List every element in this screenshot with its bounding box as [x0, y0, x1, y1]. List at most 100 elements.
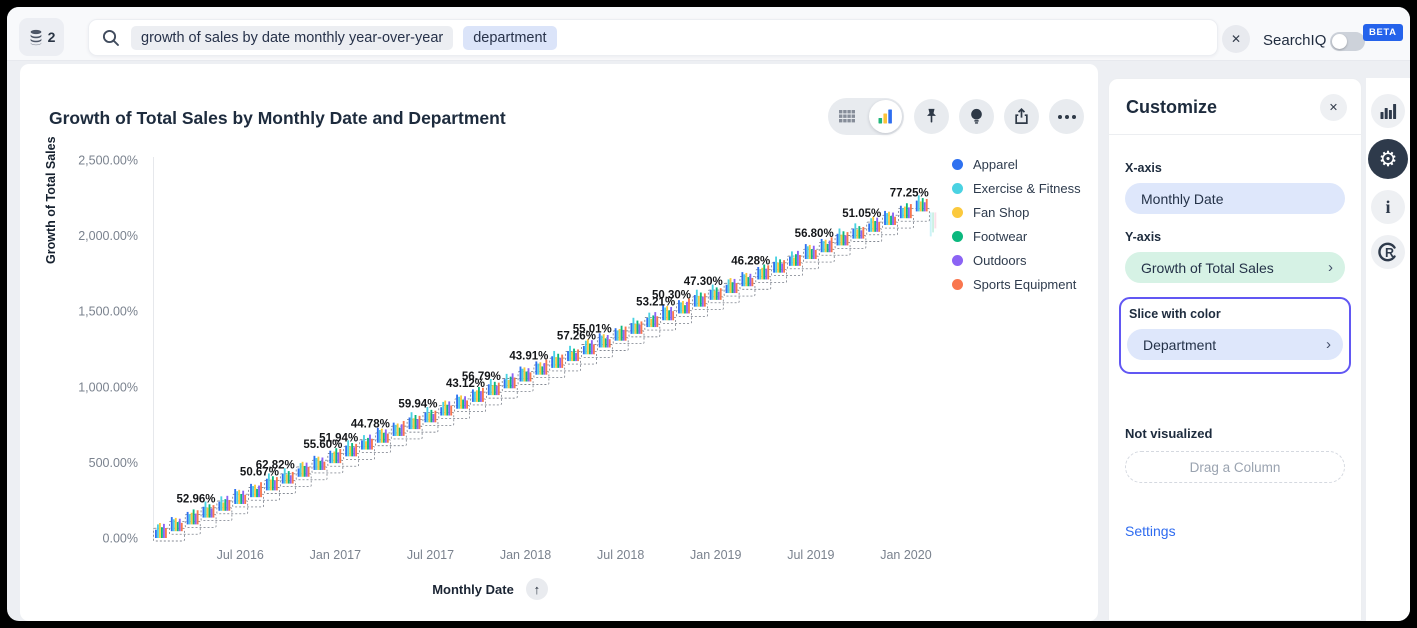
legend-label: Apparel — [973, 157, 1018, 172]
chart-config-button[interactable] — [1371, 94, 1405, 128]
legend-dot — [952, 255, 963, 266]
searchiq-label: SearchIQ — [1263, 32, 1327, 49]
chart-view-icon — [878, 109, 892, 124]
svg-text:44.78%: 44.78% — [351, 419, 390, 431]
legend-dot — [952, 231, 963, 242]
legend-item[interactable]: Fan Shop — [952, 205, 1081, 220]
toggle-knob — [1332, 34, 1347, 49]
search-input[interactable]: growth of sales by date monthly year-ove… — [88, 19, 1218, 56]
pin-button[interactable] — [914, 99, 949, 134]
more-options-button[interactable] — [1049, 99, 1084, 134]
chart-title: Growth of Total Sales by Monthly Date an… — [49, 108, 506, 128]
slice-field-label: Slice with color — [1129, 307, 1221, 321]
legend-dot — [952, 279, 963, 290]
customize-panel: Customize ✕ X-axis Monthly Date Y-axis G… — [1108, 78, 1362, 621]
pin-icon — [927, 108, 936, 123]
svg-text:57.26%: 57.26% — [557, 330, 596, 342]
insights-button[interactable] — [959, 99, 994, 134]
svg-text:2,000.00%: 2,000.00% — [78, 229, 138, 243]
svg-text:500.00%: 500.00% — [89, 456, 138, 470]
svg-text:Jan 2018: Jan 2018 — [500, 548, 551, 562]
right-icon-rail: ⚙ i R — [1366, 78, 1410, 621]
svg-text:Jan 2017: Jan 2017 — [310, 548, 361, 562]
legend-item[interactable]: Apparel — [952, 157, 1081, 172]
x-axis-field-label: X-axis — [1125, 161, 1162, 175]
svg-text:52.96%: 52.96% — [177, 494, 216, 506]
x-axis-pill[interactable]: Monthly Date — [1125, 183, 1345, 214]
sort-ascending-button[interactable]: ↑ — [525, 578, 548, 600]
customize-header: Customize ✕ — [1109, 79, 1361, 135]
legend-item[interactable]: Sports Equipment — [952, 277, 1081, 292]
svg-text:56.80%: 56.80% — [795, 228, 834, 240]
search-token-department[interactable]: department — [463, 25, 557, 50]
svg-text:77.25%: 77.25% — [890, 187, 929, 199]
legend-label: Exercise & Fitness — [973, 181, 1081, 196]
table-view-icon — [838, 110, 855, 123]
dropzone-text: Drag a Column — [1189, 459, 1281, 475]
y-axis-field-label: Y-axis — [1125, 230, 1162, 244]
growth-bar-chart[interactable]: 0.00% 500.00% 1,000.00% 1,500.00% 2,000.00% 2… — [20, 147, 1098, 577]
app-screen: 2 growth of sales by date monthly year-o… — [7, 7, 1410, 621]
svg-text:51.94%: 51.94% — [319, 432, 358, 444]
customize-settings-button[interactable]: ⚙ — [1368, 139, 1408, 179]
search-token-query[interactable]: growth of sales by date monthly year-ove… — [131, 25, 454, 50]
svg-text:47.30%: 47.30% — [684, 276, 723, 288]
bar-chart-icon — [1380, 103, 1396, 119]
r-analysis-button[interactable]: R — [1371, 235, 1405, 269]
slice-pill-value: Department — [1143, 336, 1217, 353]
answer-chart-card: Growth of Total Sales by Monthly Date an… — [20, 64, 1098, 621]
drag-column-dropzone[interactable]: Drag a Column — [1125, 451, 1345, 483]
top-search-bar: 2 growth of sales by date monthly year-o… — [7, 7, 1410, 61]
legend-item[interactable]: Exercise & Fitness — [952, 181, 1081, 196]
svg-text:Jul 2016: Jul 2016 — [217, 548, 264, 562]
clear-search-button[interactable]: ✕ — [1222, 25, 1250, 53]
svg-text:43.12%: 43.12% — [446, 378, 485, 390]
legend-item[interactable]: Footwear — [952, 229, 1081, 244]
y-axis-pill[interactable]: Growth of Total Sales › — [1125, 252, 1345, 283]
info-button[interactable]: i — [1371, 190, 1405, 224]
not-visualized-label: Not visualized — [1125, 426, 1213, 441]
datasource-button[interactable]: 2 — [19, 18, 64, 56]
gear-icon: ⚙ — [1378, 147, 1398, 171]
x-axis-pill-value: Monthly Date — [1141, 190, 1224, 207]
legend-item[interactable]: Outdoors — [952, 253, 1081, 268]
sort-arrow-icon: ↑ — [533, 581, 541, 597]
slice-with-color-group: Slice with color Department › — [1119, 297, 1351, 374]
info-icon: i — [1385, 196, 1391, 217]
share-button[interactable] — [1004, 99, 1039, 134]
r-analysis-icon: R — [1378, 242, 1396, 262]
svg-text:43.91%: 43.91% — [509, 351, 548, 363]
share-icon — [1015, 107, 1028, 125]
legend-dot — [952, 159, 963, 170]
insights-bulb-icon — [971, 108, 982, 124]
legend-dot — [952, 207, 963, 218]
close-icon: ✕ — [1328, 102, 1339, 114]
svg-text:53.21%: 53.21% — [636, 296, 675, 308]
chart-view-button[interactable] — [869, 100, 902, 133]
search-icon — [102, 29, 119, 46]
table-view-button[interactable] — [830, 100, 863, 133]
slice-pill[interactable]: Department › — [1127, 329, 1343, 360]
settings-link[interactable]: Settings — [1125, 523, 1176, 539]
chart-legend: Apparel Exercise & Fitness Fan Shop Footwea… — [952, 157, 1081, 292]
close-icon: ✕ — [1230, 32, 1242, 46]
svg-text:55.60%: 55.60% — [303, 439, 342, 451]
searchiq-toggle[interactable] — [1330, 32, 1365, 51]
y-axis-pill-value: Growth of Total Sales — [1141, 259, 1274, 276]
view-switcher — [828, 98, 904, 135]
legend-label: Sports Equipment — [973, 277, 1077, 292]
chevron-right-icon: › — [1328, 259, 1333, 276]
svg-text:1,500.00%: 1,500.00% — [78, 305, 138, 319]
svg-text:Jan 2020: Jan 2020 — [880, 548, 931, 562]
svg-text:R: R — [1385, 246, 1394, 260]
svg-text:2,500.00%: 2,500.00% — [78, 154, 138, 168]
svg-text:56.79%: 56.79% — [462, 371, 501, 383]
svg-text:Jul 2017: Jul 2017 — [407, 548, 454, 562]
svg-text:1,000.00%: 1,000.00% — [78, 380, 138, 394]
database-icon — [30, 29, 41, 45]
svg-text:Jan 2019: Jan 2019 — [690, 548, 741, 562]
chevron-right-icon: › — [1326, 336, 1331, 353]
customize-close-button[interactable]: ✕ — [1320, 94, 1347, 121]
legend-label: Outdoors — [973, 253, 1027, 268]
